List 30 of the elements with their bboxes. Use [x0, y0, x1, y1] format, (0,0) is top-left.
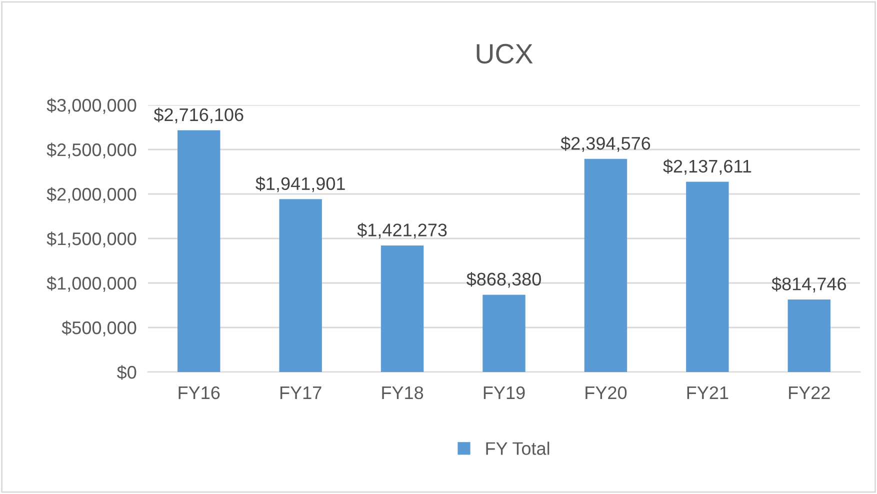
bar — [279, 199, 322, 372]
data-label: $814,746 — [772, 276, 846, 292]
data-label: $1,941,901 — [256, 176, 345, 192]
y-tick-label: $1,500,000 — [46, 232, 136, 248]
x-tick-label: FY20 — [586, 386, 627, 400]
x-tick-label: FY19 — [484, 386, 525, 400]
data-label: $868,380 — [466, 272, 541, 288]
bar — [584, 158, 628, 372]
y-tick-label: $3,000,000 — [46, 98, 136, 114]
chart-title: UCX — [476, 44, 533, 64]
bar — [788, 299, 831, 372]
y-tick-label: $0 — [117, 365, 136, 380]
data-label: $2,716,106 — [154, 108, 244, 124]
x-tick-label: FY22 — [789, 386, 830, 399]
data-label: $2,137,611 — [663, 159, 752, 175]
bar — [686, 182, 729, 372]
legend-label: FY Total — [486, 442, 550, 455]
x-tick-label: FY17 — [280, 386, 322, 399]
y-tick-label: $500,000 — [62, 320, 136, 336]
y-tick-label: $2,000,000 — [46, 187, 136, 203]
data-label: $2,394,576 — [560, 136, 650, 152]
bar — [380, 246, 424, 372]
x-tick-label: FY18 — [382, 386, 424, 400]
x-tick-label: FY21 — [687, 386, 728, 399]
x-tick-label: FY16 — [178, 386, 220, 400]
y-tick-label: $2,500,000 — [46, 142, 136, 158]
bar — [177, 130, 220, 372]
bar — [482, 294, 526, 372]
data-label: $1,421,273 — [357, 222, 447, 239]
y-tick-label: $1,000,000 — [46, 276, 136, 292]
